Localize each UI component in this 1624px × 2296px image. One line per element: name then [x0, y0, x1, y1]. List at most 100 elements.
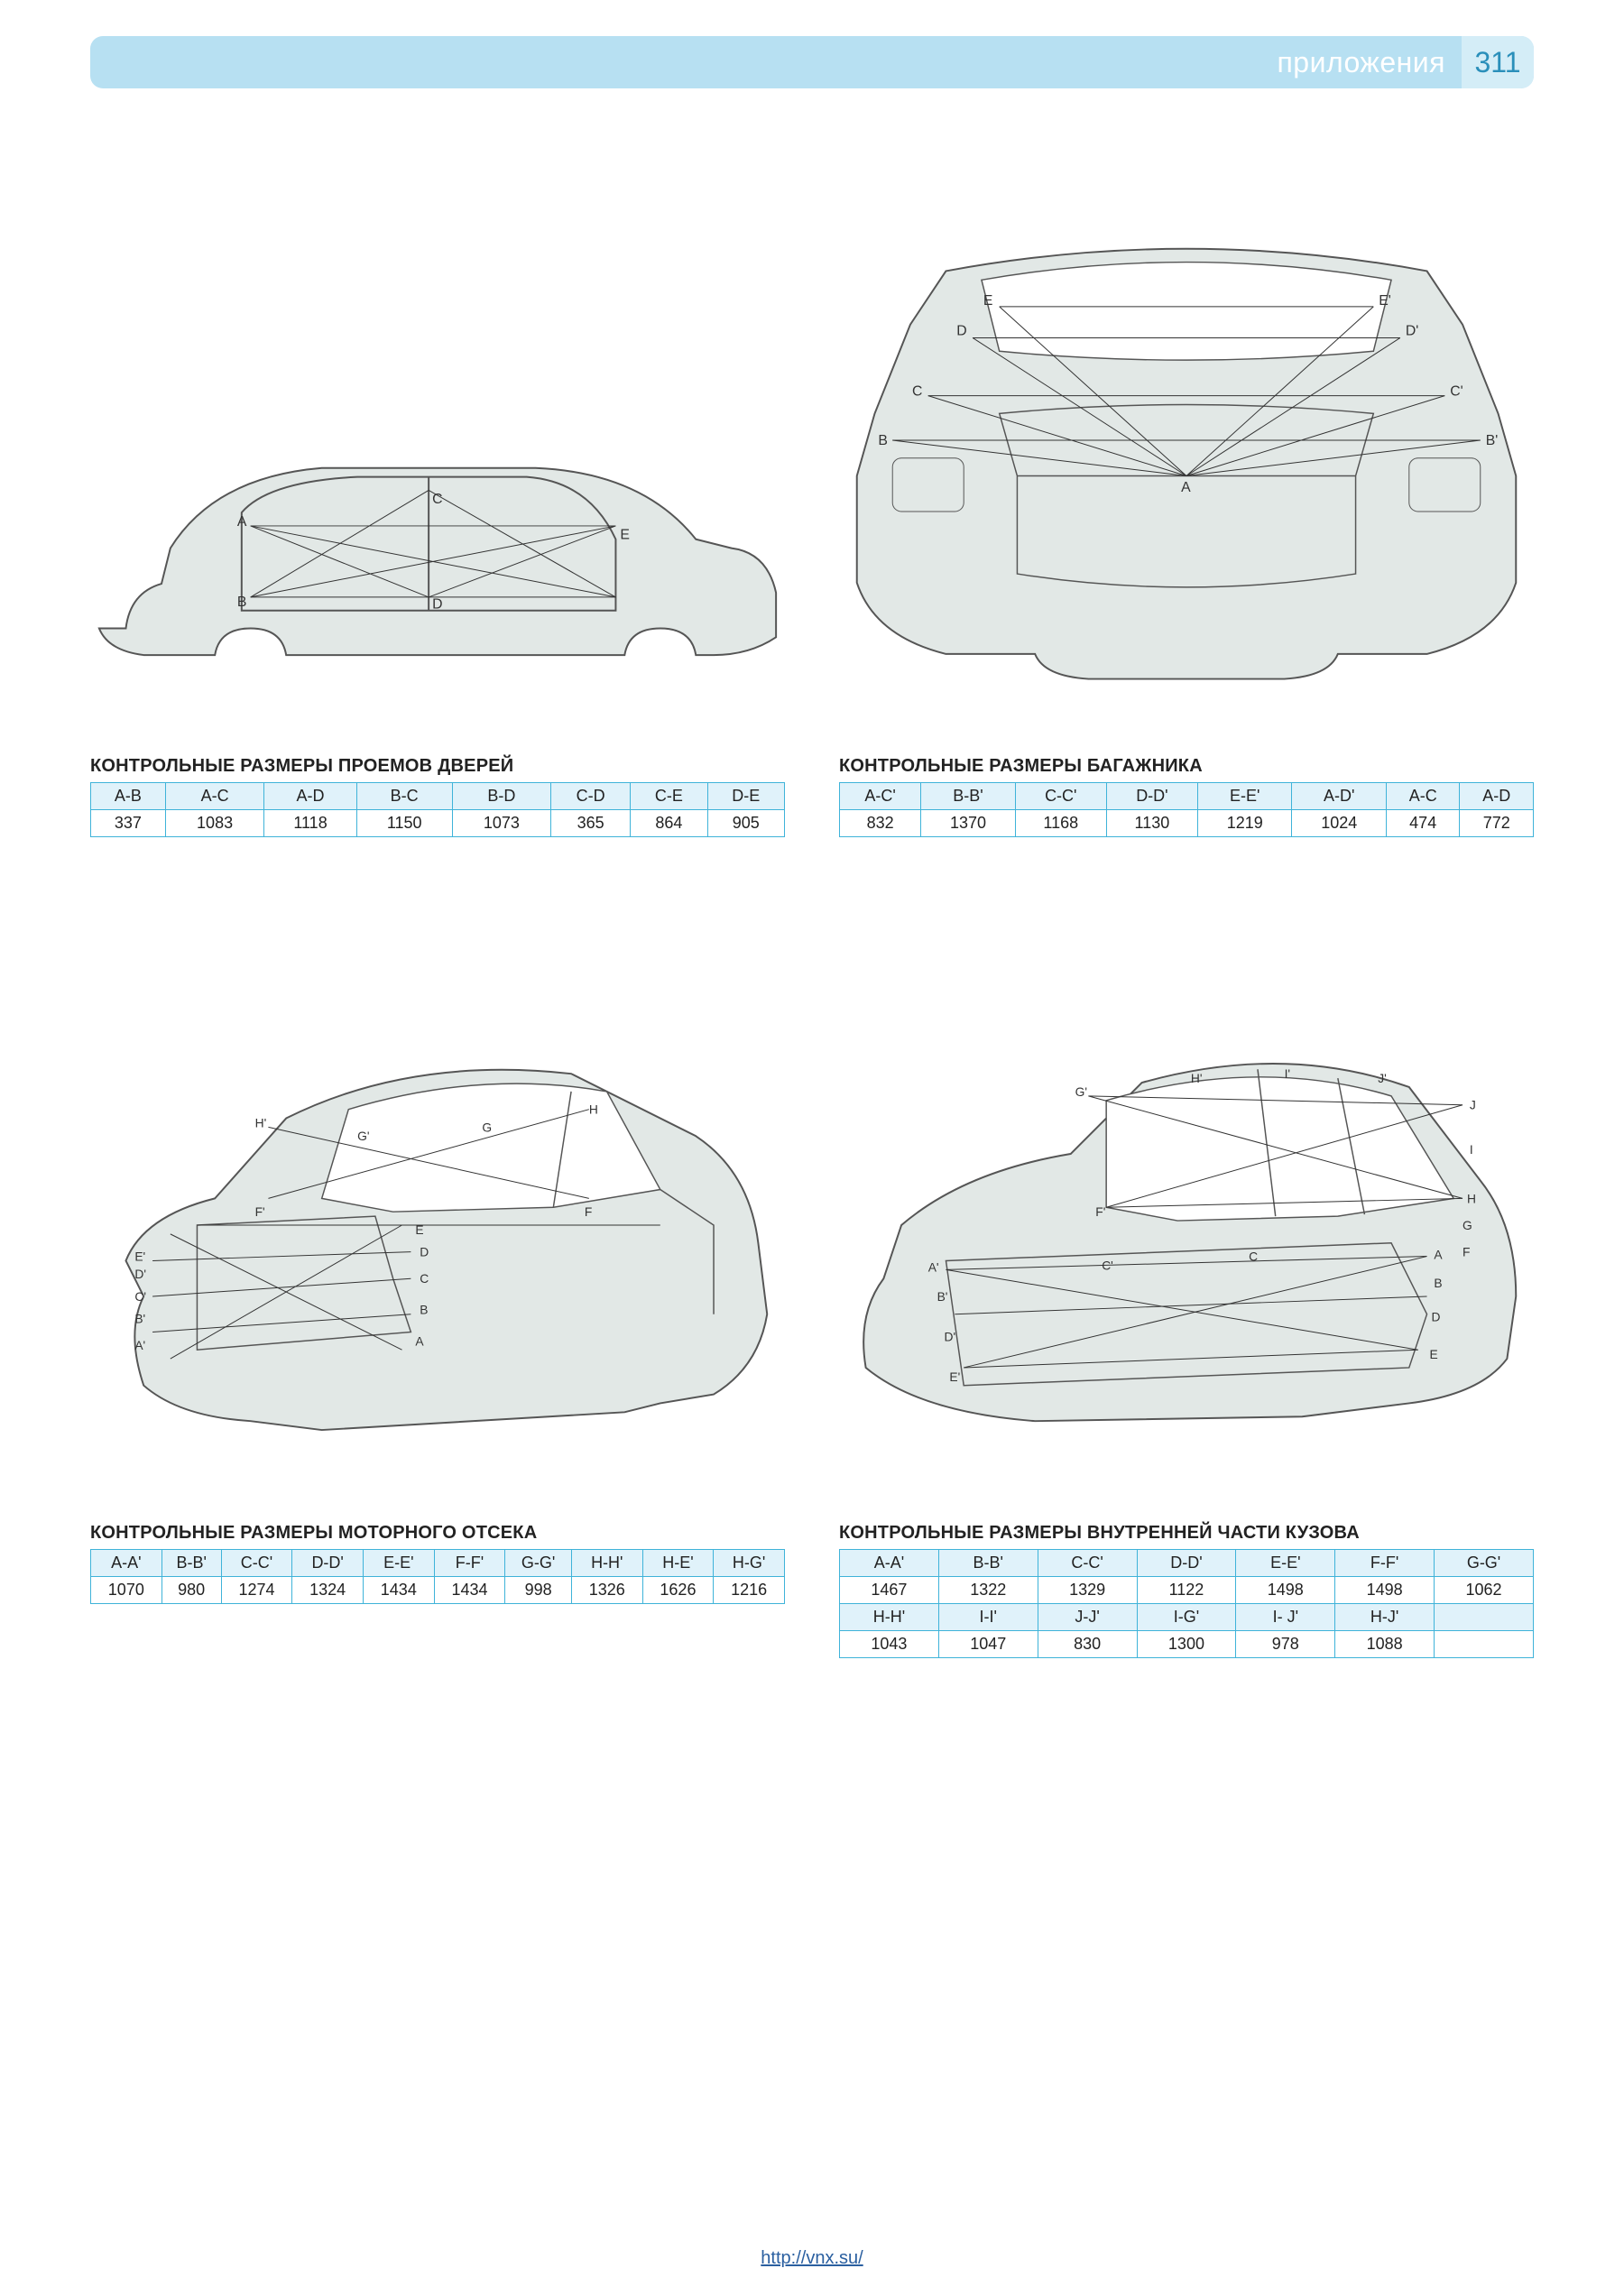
col-header: G-G' — [1435, 1550, 1534, 1577]
page-header: приложения 311 — [90, 36, 1534, 88]
col-header: C-C' — [1038, 1550, 1137, 1577]
col-header: B-C — [356, 783, 452, 810]
col-header: I- J' — [1236, 1604, 1335, 1631]
cell: 832 — [840, 810, 921, 837]
col-header: I-I' — [938, 1604, 1038, 1631]
col-header: H-G' — [714, 1550, 785, 1577]
col-header: D-D' — [1106, 783, 1197, 810]
col-header: B-B' — [938, 1550, 1038, 1577]
svg-text:E': E' — [1379, 293, 1391, 309]
svg-text:B': B' — [1486, 433, 1499, 448]
svg-text:B': B' — [937, 1289, 948, 1304]
svg-text:I': I' — [1285, 1066, 1290, 1081]
svg-text:F': F' — [1095, 1204, 1105, 1219]
cell: 1047 — [938, 1631, 1038, 1658]
svg-text:I: I — [1470, 1142, 1473, 1157]
svg-text:B: B — [420, 1303, 428, 1317]
cell — [1435, 1631, 1534, 1658]
svg-text:H': H' — [255, 1115, 267, 1130]
col-header: C-E — [631, 783, 707, 810]
svg-text:G: G — [1463, 1218, 1472, 1232]
table-interior: A-A'B-B'C-C'D-D'E-E'F-F'G-G' 14671322132… — [839, 1549, 1534, 1658]
car-front34-svg: E'D' C'B' A' AB CD EF F' HH' GG' — [90, 991, 785, 1460]
svg-text:A: A — [237, 514, 247, 530]
cell: 905 — [707, 810, 784, 837]
col-header: I-G' — [1137, 1604, 1236, 1631]
cell: 1043 — [840, 1631, 939, 1658]
svg-text:D': D' — [134, 1267, 146, 1281]
svg-text:A: A — [1434, 1248, 1443, 1262]
col-header: B-D — [452, 783, 551, 810]
col-header: F-F' — [1335, 1550, 1435, 1577]
cell: 1498 — [1236, 1577, 1335, 1604]
cell: 1024 — [1292, 810, 1387, 837]
diagram-interior: G'H' I'J' JI HG A'A B'B C'C DD' EE' FF' — [839, 991, 1534, 1460]
col-header: A-D — [264, 783, 356, 810]
col-header: H-J' — [1335, 1604, 1435, 1631]
col-header: E-E' — [363, 1550, 434, 1577]
col-header: H-E' — [642, 1550, 714, 1577]
svg-text:E': E' — [134, 1249, 145, 1263]
svg-text:A: A — [1181, 480, 1191, 495]
svg-text:J: J — [1470, 1098, 1476, 1112]
col-header: A-B — [91, 783, 166, 810]
cell: 1168 — [1015, 810, 1106, 837]
col-header: E-E' — [1197, 783, 1292, 810]
cell: 1083 — [165, 810, 264, 837]
car-rear-svg: A BB' CC' DD' EE' — [839, 188, 1534, 693]
svg-text:B: B — [237, 595, 247, 610]
title-engine: КОНТРОЛЬНЫЕ РАЗМЕРЫ МОТОРНОГО ОТСЕКА — [90, 1523, 785, 1544]
svg-text:C: C — [912, 384, 922, 400]
cell: 1326 — [571, 1577, 642, 1604]
svg-text:C': C' — [1450, 384, 1463, 400]
svg-text:F: F — [1463, 1245, 1470, 1259]
footer-link[interactable]: http://vnx.su/ — [761, 2248, 863, 2268]
cell: 980 — [161, 1577, 221, 1604]
diagram-engine-bay: E'D' C'B' A' AB CD EF F' HH' GG' — [90, 991, 785, 1460]
cell: 1300 — [1137, 1631, 1236, 1658]
cell: 365 — [551, 810, 631, 837]
svg-text:C': C' — [1102, 1258, 1113, 1272]
svg-text:F: F — [585, 1204, 592, 1219]
footer-link-wrap: http://vnx.su/ — [0, 2248, 1624, 2269]
svg-text:B: B — [1434, 1276, 1442, 1290]
col-header: G-G' — [505, 1550, 572, 1577]
svg-text:F': F' — [255, 1204, 265, 1219]
cell: 1626 — [642, 1577, 714, 1604]
svg-text:D: D — [1431, 1310, 1440, 1324]
cell: 1073 — [452, 810, 551, 837]
col-header: A-A' — [840, 1550, 939, 1577]
col-header: C-C' — [1015, 783, 1106, 810]
cell: 1322 — [938, 1577, 1038, 1604]
cell: 1434 — [434, 1577, 505, 1604]
svg-text:A': A' — [928, 1259, 939, 1274]
col-header: C-C' — [221, 1550, 292, 1577]
cell: 998 — [505, 1577, 572, 1604]
cell: 337 — [91, 810, 166, 837]
title-doors: КОНТРОЛЬНЫЕ РАЗМЕРЫ ПРОЕМОВ ДВЕРЕЙ — [90, 756, 785, 777]
svg-text:C: C — [432, 492, 442, 507]
col-header: E-E' — [1236, 1550, 1335, 1577]
col-header: H-H' — [571, 1550, 642, 1577]
cell: 864 — [631, 810, 707, 837]
cell: 1467 — [840, 1577, 939, 1604]
svg-text:A: A — [415, 1333, 424, 1348]
cell: 474 — [1386, 810, 1459, 837]
cell: 1219 — [1197, 810, 1292, 837]
page-number: 311 — [1462, 36, 1534, 88]
cell: 1088 — [1335, 1631, 1435, 1658]
cell: 1324 — [292, 1577, 364, 1604]
svg-text:C: C — [420, 1271, 429, 1286]
cell: 1118 — [264, 810, 356, 837]
cell: 1150 — [356, 810, 452, 837]
col-header: A-A' — [91, 1550, 162, 1577]
cell: 1498 — [1335, 1577, 1435, 1604]
svg-text:D: D — [420, 1245, 429, 1259]
title-trunk: КОНТРОЛЬНЫЕ РАЗМЕРЫ БАГАЖНИКА — [839, 756, 1534, 777]
car-rear34-svg: G'H' I'J' JI HG A'A B'B C'C DD' EE' FF' — [839, 991, 1534, 1460]
cell: 1070 — [91, 1577, 162, 1604]
title-interior: КОНТРОЛЬНЫЕ РАЗМЕРЫ ВНУТРЕННЕЙ ЧАСТИ КУЗ… — [839, 1523, 1534, 1544]
svg-text:G: G — [482, 1120, 492, 1134]
col-header — [1435, 1604, 1534, 1631]
svg-text:B: B — [878, 433, 888, 448]
